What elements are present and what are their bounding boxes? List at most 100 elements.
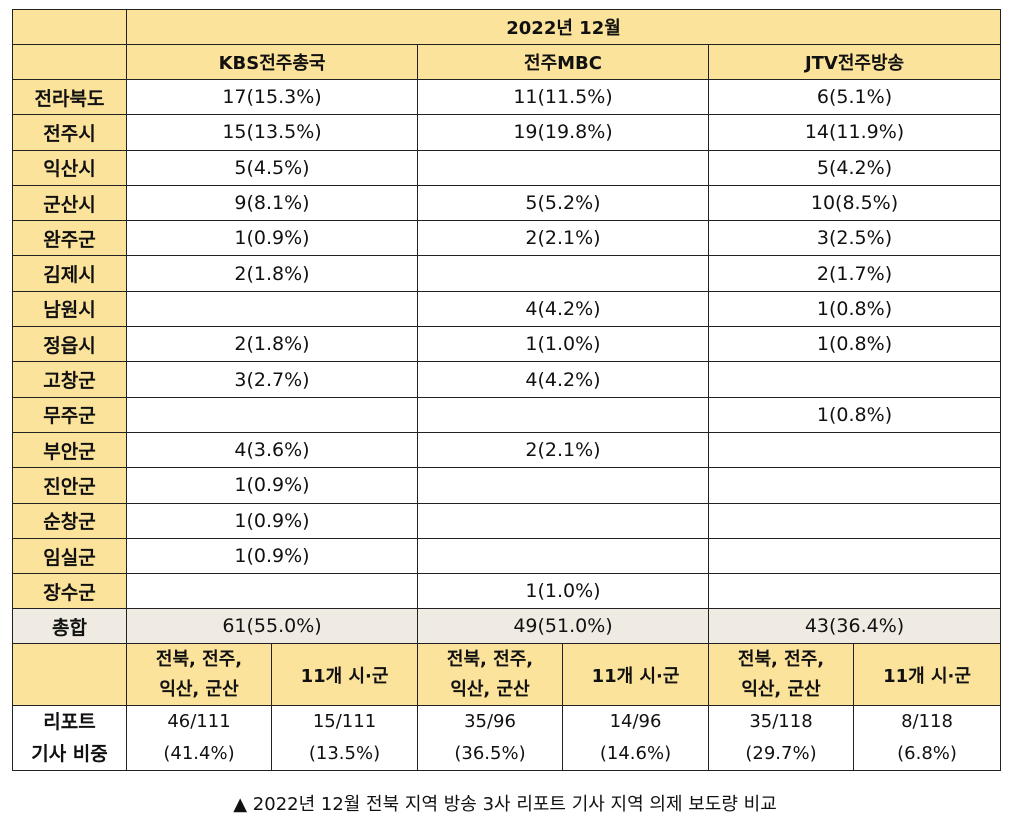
- value-cell-kbs: [126, 573, 418, 610]
- value-cell-kbs: 2(1.8%): [126, 326, 418, 363]
- table-row: 전라북도 17(15.3%) 11(11.5%) 6(5.1%): [12, 78, 1002, 116]
- value-cell-jtv: [707, 467, 1002, 504]
- region-label: 전라북도: [12, 78, 127, 116]
- total-jtv: 43(36.4%): [707, 608, 1002, 645]
- value-cell-mbc: 19(19.8%): [417, 114, 709, 151]
- subheader-kbs-major: 전북, 전주, 익산, 군산: [126, 643, 272, 707]
- corner-cell: [12, 9, 127, 45]
- coverage-table: 2022년 12월 KBS전주총국 전주MBC JTV전주방송 전라북도 17(1…: [12, 9, 1002, 772]
- value-cell-mbc: 2(2.1%): [417, 431, 709, 469]
- region-label: 남원시: [12, 290, 127, 328]
- value-cell-jtv: 6(5.1%): [707, 78, 1002, 116]
- ratio-cell: 15/111 (13.5%): [271, 705, 418, 772]
- region-label: 정읍시: [12, 326, 127, 363]
- table-row: 남원시 4(4.2%) 1(0.8%): [12, 290, 1002, 328]
- value-cell-kbs: 1(0.9%): [126, 502, 418, 539]
- table-caption: ▲ 2022년 12월 전북 지역 방송 3사 리포트 기사 지역 의제 보도량…: [233, 794, 777, 815]
- table-row: 고창군 3(2.7%) 4(4.2%): [12, 361, 1002, 398]
- value-cell-jtv: 1(0.8%): [707, 396, 1002, 433]
- subheader-jtv-major: 전북, 전주, 익산, 군산: [708, 643, 854, 707]
- ratio-row: 리포트 기사 비중 46/111 (41.4%) 15/111 (13.5%) 35/…: [12, 705, 1002, 772]
- period-header-row: 2022년 12월: [12, 9, 1002, 45]
- value-cell-kbs: 15(13.5%): [126, 114, 418, 151]
- value-cell-mbc: [417, 537, 709, 575]
- station-header-row: KBS전주총국 전주MBC JTV전주방송: [12, 44, 1002, 80]
- value-cell-mbc: 5(5.2%): [417, 184, 709, 222]
- value-cell-mbc: 1(1.0%): [417, 573, 709, 610]
- region-label: 익산시: [12, 149, 127, 186]
- ratio-cell: 8/118 (6.8%): [852, 705, 1002, 772]
- value-cell-kbs: 3(2.7%): [126, 361, 418, 398]
- subheader-row: 전북, 전주, 익산, 군산 11개 시·군 전북, 전주, 익산, 군산 11개 …: [12, 643, 1002, 707]
- value-cell-jtv: 1(0.8%): [707, 290, 1002, 328]
- value-cell-kbs: [126, 290, 418, 328]
- subheader-mbc-others: 11개 시·군: [562, 643, 709, 707]
- value-cell-kbs: 1(0.9%): [126, 537, 418, 575]
- table-row: 군산시 9(8.1%) 5(5.2%) 10(8.5%): [12, 184, 1002, 222]
- value-cell-kbs: 2(1.8%): [126, 255, 418, 292]
- table-row: 완주군 1(0.9%) 2(2.1%) 3(2.5%): [12, 220, 1002, 257]
- value-cell-kbs: 17(15.3%): [126, 78, 418, 116]
- table-row: 김제시 2(1.8%) 2(1.7%): [12, 255, 1002, 292]
- subheader-mbc-major: 전북, 전주, 익산, 군산: [417, 643, 563, 707]
- value-cell-jtv: [707, 537, 1002, 575]
- region-label: 순창군: [12, 502, 127, 539]
- value-cell-mbc: 4(4.2%): [417, 290, 709, 328]
- subheader-corner: [12, 643, 127, 707]
- value-cell-mbc: [417, 255, 709, 292]
- table-row: 무주군 1(0.8%): [12, 396, 1002, 433]
- value-cell-jtv: [707, 573, 1002, 610]
- ratio-cell: 46/111 (41.4%): [126, 705, 272, 772]
- value-cell-mbc: [417, 396, 709, 433]
- value-cell-mbc: [417, 502, 709, 539]
- value-cell-jtv: [707, 431, 1002, 469]
- value-cell-mbc: 1(1.0%): [417, 326, 709, 363]
- value-cell-jtv: 2(1.7%): [707, 255, 1002, 292]
- region-label: 완주군: [12, 220, 127, 257]
- value-cell-jtv: 14(11.9%): [707, 114, 1002, 151]
- value-cell-kbs: 5(4.5%): [126, 149, 418, 186]
- subheader-kbs-others: 11개 시·군: [271, 643, 418, 707]
- table-row: 전주시 15(13.5%) 19(19.8%) 14(11.9%): [12, 114, 1002, 151]
- value-cell-mbc: 2(2.1%): [417, 220, 709, 257]
- region-label: 전주시: [12, 114, 127, 151]
- value-cell-jtv: 3(2.5%): [707, 220, 1002, 257]
- station-header-mbc: 전주MBC: [417, 44, 709, 80]
- value-cell-mbc: 4(4.2%): [417, 361, 709, 398]
- value-cell-jtv: 1(0.8%): [707, 326, 1002, 363]
- corner-cell-2: [12, 44, 127, 80]
- table-row: 익산시 5(4.5%) 5(4.2%): [12, 149, 1002, 186]
- region-label: 부안군: [12, 431, 127, 469]
- value-cell-jtv: 10(8.5%): [707, 184, 1002, 222]
- value-cell-kbs: 4(3.6%): [126, 431, 418, 469]
- ratio-cell: 35/96 (36.5%): [417, 705, 563, 772]
- region-label: 고창군: [12, 361, 127, 398]
- table-row: 장수군 1(1.0%): [12, 573, 1002, 610]
- value-cell-kbs: [126, 396, 418, 433]
- total-kbs: 61(55.0%): [126, 608, 418, 645]
- value-cell-jtv: [707, 502, 1002, 539]
- subheader-jtv-others: 11개 시·군: [852, 643, 1002, 707]
- region-label: 김제시: [12, 255, 127, 292]
- value-cell-kbs: 1(0.9%): [126, 220, 418, 257]
- region-label: 장수군: [12, 573, 127, 610]
- period-header: 2022년 12월: [125, 9, 1002, 45]
- station-header-jtv: JTV전주방송: [707, 44, 1002, 80]
- ratio-cell: 35/118 (29.7%): [708, 705, 854, 772]
- region-label: 임실군: [12, 537, 127, 575]
- value-cell-mbc: [417, 467, 709, 504]
- value-cell-kbs: 1(0.9%): [126, 467, 418, 504]
- value-cell-jtv: 5(4.2%): [707, 149, 1002, 186]
- ratio-cell: 14/96 (14.6%): [562, 705, 709, 772]
- total-label: 총합: [12, 608, 127, 645]
- value-cell-mbc: [417, 149, 709, 186]
- total-mbc: 49(51.0%): [417, 608, 709, 645]
- region-label: 군산시: [12, 184, 127, 222]
- value-cell-jtv: [707, 361, 1002, 398]
- value-cell-kbs: 9(8.1%): [126, 184, 418, 222]
- ratio-label: 리포트 기사 비중: [12, 705, 127, 772]
- region-label: 무주군: [12, 396, 127, 433]
- total-row: 총합 61(55.0%) 49(51.0%) 43(36.4%): [12, 608, 1002, 645]
- value-cell-mbc: 11(11.5%): [417, 78, 709, 116]
- table-row: 순창군 1(0.9%): [12, 502, 1002, 539]
